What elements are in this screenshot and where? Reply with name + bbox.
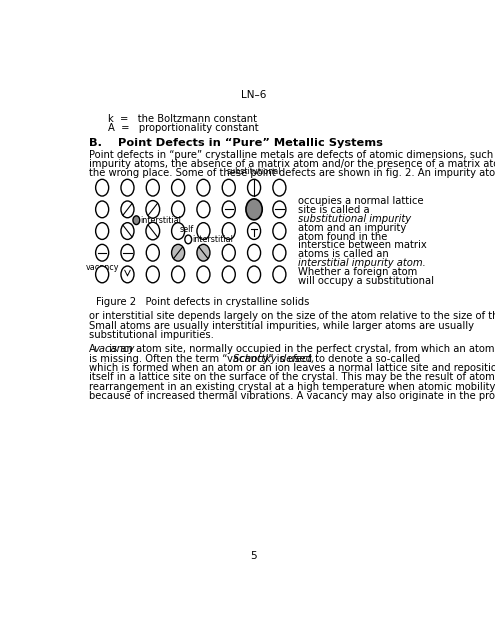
Text: which is formed when an atom or an ion leaves a normal lattice site and repositi: which is formed when an atom or an ion l… [89,363,495,373]
Circle shape [197,201,210,218]
Circle shape [273,201,286,218]
Circle shape [248,179,260,196]
Circle shape [273,266,286,283]
Text: interstice between matrix: interstice between matrix [298,241,427,250]
Text: site is called a: site is called a [298,205,370,215]
Circle shape [222,266,235,283]
Text: because of increased thermal vibrations. A vacancy may also originate in the pro: because of increased thermal vibrations.… [89,391,495,401]
Circle shape [197,179,210,196]
Text: interstitial impurity atom.: interstitial impurity atom. [298,258,426,268]
Text: or interstitial site depends largely on the size of the atom relative to the siz: or interstitial site depends largely on … [89,312,495,321]
Circle shape [147,179,159,196]
Circle shape [96,244,109,261]
Text: substitutional impurity: substitutional impurity [298,214,411,224]
Circle shape [172,201,185,218]
Circle shape [146,222,160,240]
Circle shape [146,200,160,218]
Circle shape [172,223,185,239]
Circle shape [96,179,109,196]
Circle shape [96,201,109,218]
Text: substitutional impurities.: substitutional impurities. [89,330,214,340]
Circle shape [96,223,109,239]
Circle shape [222,201,235,218]
Text: A  =   proportionality constant: A = proportionality constant [108,123,258,133]
Text: B.    Point Defects in “Pure” Metallic Systems: B. Point Defects in “Pure” Metallic Syst… [89,138,383,148]
Text: will occupy a substitutional: will occupy a substitutional [298,276,434,286]
Circle shape [222,179,235,196]
Circle shape [222,223,235,239]
Text: atom found in the: atom found in the [298,232,388,241]
Circle shape [197,266,210,283]
Text: 5: 5 [250,551,257,561]
Circle shape [121,201,134,218]
Circle shape [172,179,185,196]
Circle shape [121,179,134,196]
Circle shape [248,244,260,261]
Text: k  =   the Boltzmann constant: k = the Boltzmann constant [108,115,257,124]
Circle shape [273,244,286,261]
Circle shape [248,223,260,239]
Text: A: A [89,344,99,355]
Text: vacancy: vacancy [86,263,119,272]
Circle shape [172,244,185,261]
Circle shape [96,266,109,283]
Circle shape [121,266,134,283]
Text: occupies a normal lattice: occupies a normal lattice [298,196,424,206]
Text: rearrangement in an existing crystal at a high temperature when atomic mobility : rearrangement in an existing crystal at … [89,382,495,392]
Text: atoms is called an: atoms is called an [298,249,389,259]
Text: is an atom site, normally occupied in the perfect crystal, from which an atom: is an atom site, normally occupied in th… [106,344,495,355]
Text: Whether a foreign atom: Whether a foreign atom [298,267,417,277]
Text: is missing. Often the term “vacancy” is used to denote a so-called: is missing. Often the term “vacancy” is … [89,354,423,364]
Text: interstitial: interstitial [193,235,233,244]
Circle shape [121,223,134,239]
Circle shape [248,266,260,283]
Text: Small atoms are usually interstitial impurities, while larger atoms are usually: Small atoms are usually interstitial imp… [89,321,474,331]
Text: Figure 2   Point defects in crystalline solids: Figure 2 Point defects in crystalline so… [97,296,310,307]
Text: Point defects in “pure” crystalline metals are defects of atomic dimensions, suc: Point defects in “pure” crystalline meta… [89,150,495,160]
Circle shape [197,244,210,261]
Circle shape [246,199,262,220]
Text: the wrong place. Some of these point defects are shown in fig. 2. An impurity at: the wrong place. Some of these point def… [89,168,495,179]
Text: interstitial: interstitial [141,216,182,225]
Circle shape [121,244,134,261]
Text: Schottky defect,: Schottky defect, [233,354,315,364]
Circle shape [222,244,235,261]
Text: self: self [179,225,194,234]
Circle shape [133,216,140,225]
Circle shape [147,244,159,261]
Circle shape [273,223,286,239]
Text: atom and an impurity: atom and an impurity [298,223,406,233]
Circle shape [147,266,159,283]
Text: vacancy: vacancy [94,344,135,355]
Text: substitutional: substitutional [227,167,281,177]
Circle shape [273,179,286,196]
Text: itself in a lattice site on the surface of the crystal. This may be the result o: itself in a lattice site on the surface … [89,372,495,383]
Circle shape [197,223,210,239]
Circle shape [185,235,192,244]
Circle shape [172,266,185,283]
Text: impurity atoms, the absence of a matrix atom and/or the presence of a matrix ato: impurity atoms, the absence of a matrix … [89,159,495,169]
Text: LN–6: LN–6 [241,90,266,100]
